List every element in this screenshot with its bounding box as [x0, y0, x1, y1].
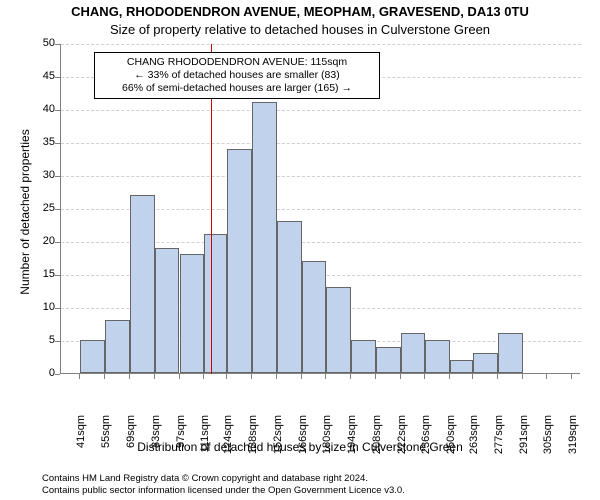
histogram-bar — [204, 234, 227, 373]
x-tick — [104, 374, 105, 379]
x-tick — [301, 374, 302, 379]
annotation-line-1: CHANG RHODODENDRON AVENUE: 115sqm — [101, 56, 373, 69]
y-tick — [55, 77, 60, 78]
y-tick — [55, 308, 60, 309]
gridline — [61, 143, 581, 144]
histogram-bar — [473, 353, 498, 373]
y-tick-label: 5 — [15, 334, 55, 346]
y-tick — [55, 341, 60, 342]
y-tick-label: 15 — [15, 268, 55, 280]
x-tick — [203, 374, 204, 379]
x-tick — [226, 374, 227, 379]
chart-page: CHANG, RHODODENDRON AVENUE, MEOPHAM, GRA… — [0, 0, 600, 500]
gridline — [61, 176, 581, 177]
histogram-bar — [130, 195, 155, 373]
y-tick — [55, 275, 60, 276]
y-tick-label: 45 — [15, 70, 55, 82]
y-tick — [55, 143, 60, 144]
y-tick-label: 20 — [15, 235, 55, 247]
histogram-bar — [351, 340, 376, 373]
footer-line-2: Contains public sector information licen… — [42, 485, 405, 496]
x-tick — [497, 374, 498, 379]
x-axis-title: Distribution of detached houses by size … — [0, 440, 600, 454]
gridline — [61, 44, 581, 45]
y-tick-label: 0 — [15, 367, 55, 379]
y-tick — [55, 44, 60, 45]
x-tick — [449, 374, 450, 379]
x-tick — [79, 374, 80, 379]
footer-line-1: Contains HM Land Registry data © Crown c… — [42, 473, 405, 484]
histogram-bar — [401, 333, 426, 373]
x-tick — [400, 374, 401, 379]
y-tick-label: 40 — [15, 103, 55, 115]
x-tick — [350, 374, 351, 379]
x-tick — [546, 374, 547, 379]
histogram-bar — [326, 287, 351, 373]
x-tick — [424, 374, 425, 379]
histogram-bar — [155, 248, 180, 373]
histogram-bar — [302, 261, 327, 373]
annotation-line-3: 66% of semi-detached houses are larger (… — [101, 82, 373, 95]
y-tick — [55, 374, 60, 375]
page-title: CHANG, RHODODENDRON AVENUE, MEOPHAM, GRA… — [0, 4, 600, 19]
y-tick-label: 35 — [15, 136, 55, 148]
y-tick — [55, 176, 60, 177]
y-tick — [55, 209, 60, 210]
footer: Contains HM Land Registry data © Crown c… — [42, 473, 405, 496]
annotation-line-2: ← 33% of detached houses are smaller (83… — [101, 69, 373, 82]
histogram-bar — [425, 340, 450, 373]
x-tick — [179, 374, 180, 379]
y-tick-label: 10 — [15, 301, 55, 313]
y-tick-label: 25 — [15, 202, 55, 214]
x-tick — [571, 374, 572, 379]
page-subtitle: Size of property relative to detached ho… — [0, 22, 600, 37]
histogram-bar — [252, 102, 277, 373]
x-tick — [522, 374, 523, 379]
x-tick — [472, 374, 473, 379]
x-tick — [325, 374, 326, 379]
histogram-bar — [498, 333, 523, 373]
histogram-bar — [80, 340, 105, 373]
annotation-box: CHANG RHODODENDRON AVENUE: 115sqm ← 33% … — [94, 52, 380, 99]
x-tick — [129, 374, 130, 379]
x-tick — [154, 374, 155, 379]
histogram-bar — [277, 221, 302, 373]
histogram-bar — [105, 320, 130, 373]
x-tick — [276, 374, 277, 379]
x-tick — [375, 374, 376, 379]
histogram-bar — [180, 254, 205, 373]
x-tick — [251, 374, 252, 379]
y-tick — [55, 242, 60, 243]
y-tick-label: 30 — [15, 169, 55, 181]
histogram-bar — [227, 149, 252, 373]
gridline — [61, 110, 581, 111]
histogram-bar — [450, 360, 473, 373]
histogram-bar — [376, 347, 401, 373]
y-tick — [55, 110, 60, 111]
y-tick-label: 50 — [15, 37, 55, 49]
